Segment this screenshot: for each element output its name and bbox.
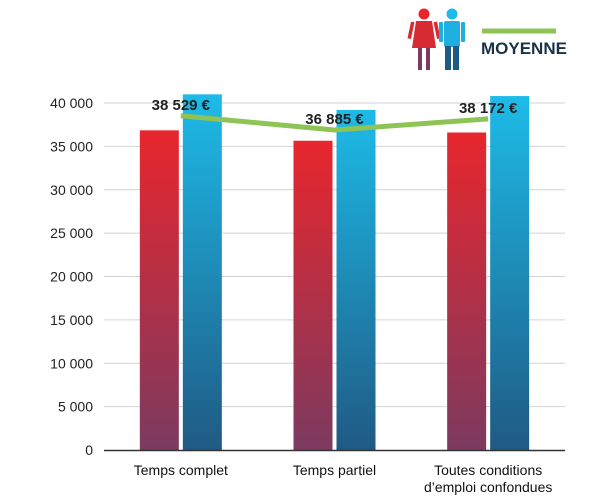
bars <box>139 94 530 451</box>
bar-men <box>336 109 376 450</box>
y-axis-labels: 0 5 000 10 000 15 000 20 000 25 000 30 000 35 0… <box>50 95 93 458</box>
average-line <box>180 113 489 133</box>
average-data-label: 36 885 € <box>305 111 364 128</box>
y-tick-label: 25 000 <box>50 225 93 241</box>
bar-women <box>139 130 179 451</box>
y-tick-label: 35 000 <box>50 138 93 154</box>
x-category-label: Temps partiel <box>293 462 376 478</box>
y-tick-label: 30 000 <box>50 182 93 198</box>
man-icon <box>439 8 465 70</box>
y-tick-label: 5 000 <box>58 399 93 415</box>
y-tick-label: 15 000 <box>50 312 93 328</box>
y-tick-label: 20 000 <box>50 269 93 285</box>
gridlines <box>104 102 565 408</box>
y-tick-label: 10 000 <box>50 355 93 371</box>
bar-men <box>490 96 530 450</box>
average-data-label: 38 172 € <box>459 100 518 117</box>
bar-men <box>182 94 222 450</box>
legend-average-label: MOYENNE <box>481 39 567 58</box>
bar-women <box>293 140 333 450</box>
average-line-group: 38 529 € 36 885 € 38 172 € <box>152 97 518 133</box>
bar-women <box>447 132 487 450</box>
x-category-label: Toutes conditions d’emploi confondues <box>424 462 552 495</box>
y-tick-label: 40 000 <box>50 95 93 111</box>
average-data-label: 38 529 € <box>152 97 211 114</box>
y-tick-label: 0 <box>85 442 93 458</box>
x-axis-labels: Temps complet Temps partiel Toutes conditi… <box>134 462 553 495</box>
x-category-label: Temps complet <box>134 462 228 478</box>
legend: MOYENNE <box>407 8 567 70</box>
woman-icon <box>407 8 441 70</box>
